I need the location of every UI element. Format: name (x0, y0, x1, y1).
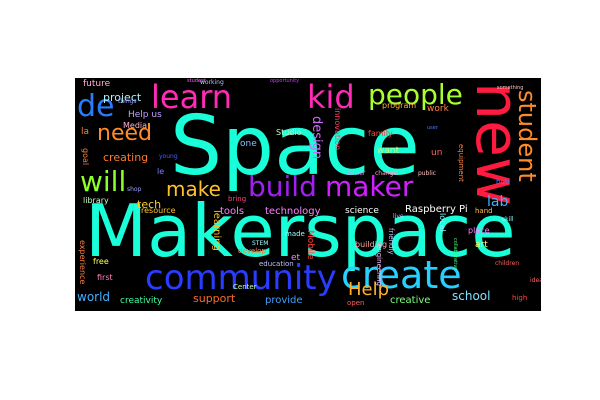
word-something: something (497, 85, 524, 91)
word-opportunity: opportunity (270, 78, 300, 84)
word-stem: STEM (252, 240, 269, 247)
word-things: things (118, 98, 137, 105)
word-world: world (77, 290, 111, 304)
word-place: place (468, 226, 490, 235)
word-makerspace: Makerspace (85, 189, 516, 273)
word-school: school (452, 289, 491, 303)
word-develop: develop (238, 247, 266, 255)
word-education: education (259, 260, 294, 268)
word-studio: Studio (276, 128, 302, 137)
word-help-us: Help us (128, 110, 162, 120)
word-community: community (145, 258, 337, 298)
word-local: local (438, 213, 447, 232)
word-user: user (427, 125, 438, 131)
word-raspberry-pi: Raspberry Pi (405, 204, 468, 215)
word-hub: hub (496, 178, 510, 186)
word-project: project (103, 91, 142, 104)
word-student-small: student (187, 78, 207, 84)
word-better: better (347, 170, 366, 177)
word-live: live (393, 213, 404, 220)
word-technology: technology (265, 206, 321, 217)
word-center: Center (233, 283, 257, 291)
word-bring: bring (228, 195, 247, 203)
word-skill: skill (502, 216, 514, 223)
word-kid: kid (307, 78, 355, 116)
word-science: science (345, 206, 379, 216)
word-want: want (377, 146, 400, 156)
word-need: need (97, 121, 152, 146)
word-mobile: Mobile (305, 230, 315, 260)
word-shop: shop (127, 186, 142, 193)
word-build: build (248, 170, 317, 203)
word-experience: experience (78, 240, 87, 285)
word-creativity: creativity (120, 296, 163, 306)
word-one: one (240, 139, 257, 149)
word-children: children (495, 260, 520, 267)
word-public: public (418, 170, 437, 177)
word-new: new (462, 82, 532, 207)
word-resource: resource (141, 206, 176, 215)
word-collaborative: collaborative (452, 238, 458, 271)
word-will: will (80, 165, 127, 198)
word-creating: creating (103, 151, 149, 164)
word-future: future (83, 79, 111, 89)
word-lab: lab (487, 194, 509, 210)
word-hand: hand (475, 207, 493, 215)
word-library: library (83, 196, 109, 205)
word-learn: learn (151, 78, 233, 116)
word-building: building (355, 240, 388, 249)
word-program: program (382, 101, 417, 110)
word-space: Space (170, 99, 420, 194)
word-de: de (77, 89, 115, 124)
word-free: free (93, 257, 109, 266)
word-change: change (375, 170, 398, 177)
word-goal: goal (81, 148, 90, 166)
word-support: support (193, 292, 236, 305)
word-friendly: friendly (387, 228, 395, 255)
word-young: young (159, 153, 178, 160)
word-cloud: Space Makerspace new community create bu… (75, 78, 541, 311)
word-learning: learning (211, 210, 222, 251)
word-media: Media (123, 121, 148, 130)
word-tools: tools (220, 206, 245, 217)
word-art: art (475, 240, 488, 250)
word-maker: maker (325, 170, 414, 203)
word-tech: tech (137, 198, 162, 211)
word-family: family (368, 129, 393, 138)
word-people: people (368, 78, 463, 111)
word-made: made (285, 230, 305, 238)
word-innovation: innovation (333, 108, 342, 151)
word-help-big: Help (348, 279, 390, 300)
word-et: et (291, 253, 301, 263)
word-la: la (81, 127, 90, 137)
word-working: working (200, 79, 224, 86)
word-student: student (513, 90, 541, 182)
word-un: un (431, 148, 443, 158)
word-first: first (97, 273, 113, 282)
word-equipment: equipment (457, 144, 465, 182)
word-design: design (309, 116, 324, 160)
word-open: open (347, 299, 365, 307)
word-high: high (512, 294, 528, 302)
word-le: le (157, 167, 165, 176)
word-engineering: engineering (375, 244, 383, 286)
word-provide: provide (265, 295, 303, 306)
word-creative: creative (390, 295, 431, 306)
word-idea: idea (530, 277, 541, 284)
word-create: create (341, 253, 462, 297)
word-make: make (166, 177, 221, 201)
word-work: work (427, 104, 449, 114)
